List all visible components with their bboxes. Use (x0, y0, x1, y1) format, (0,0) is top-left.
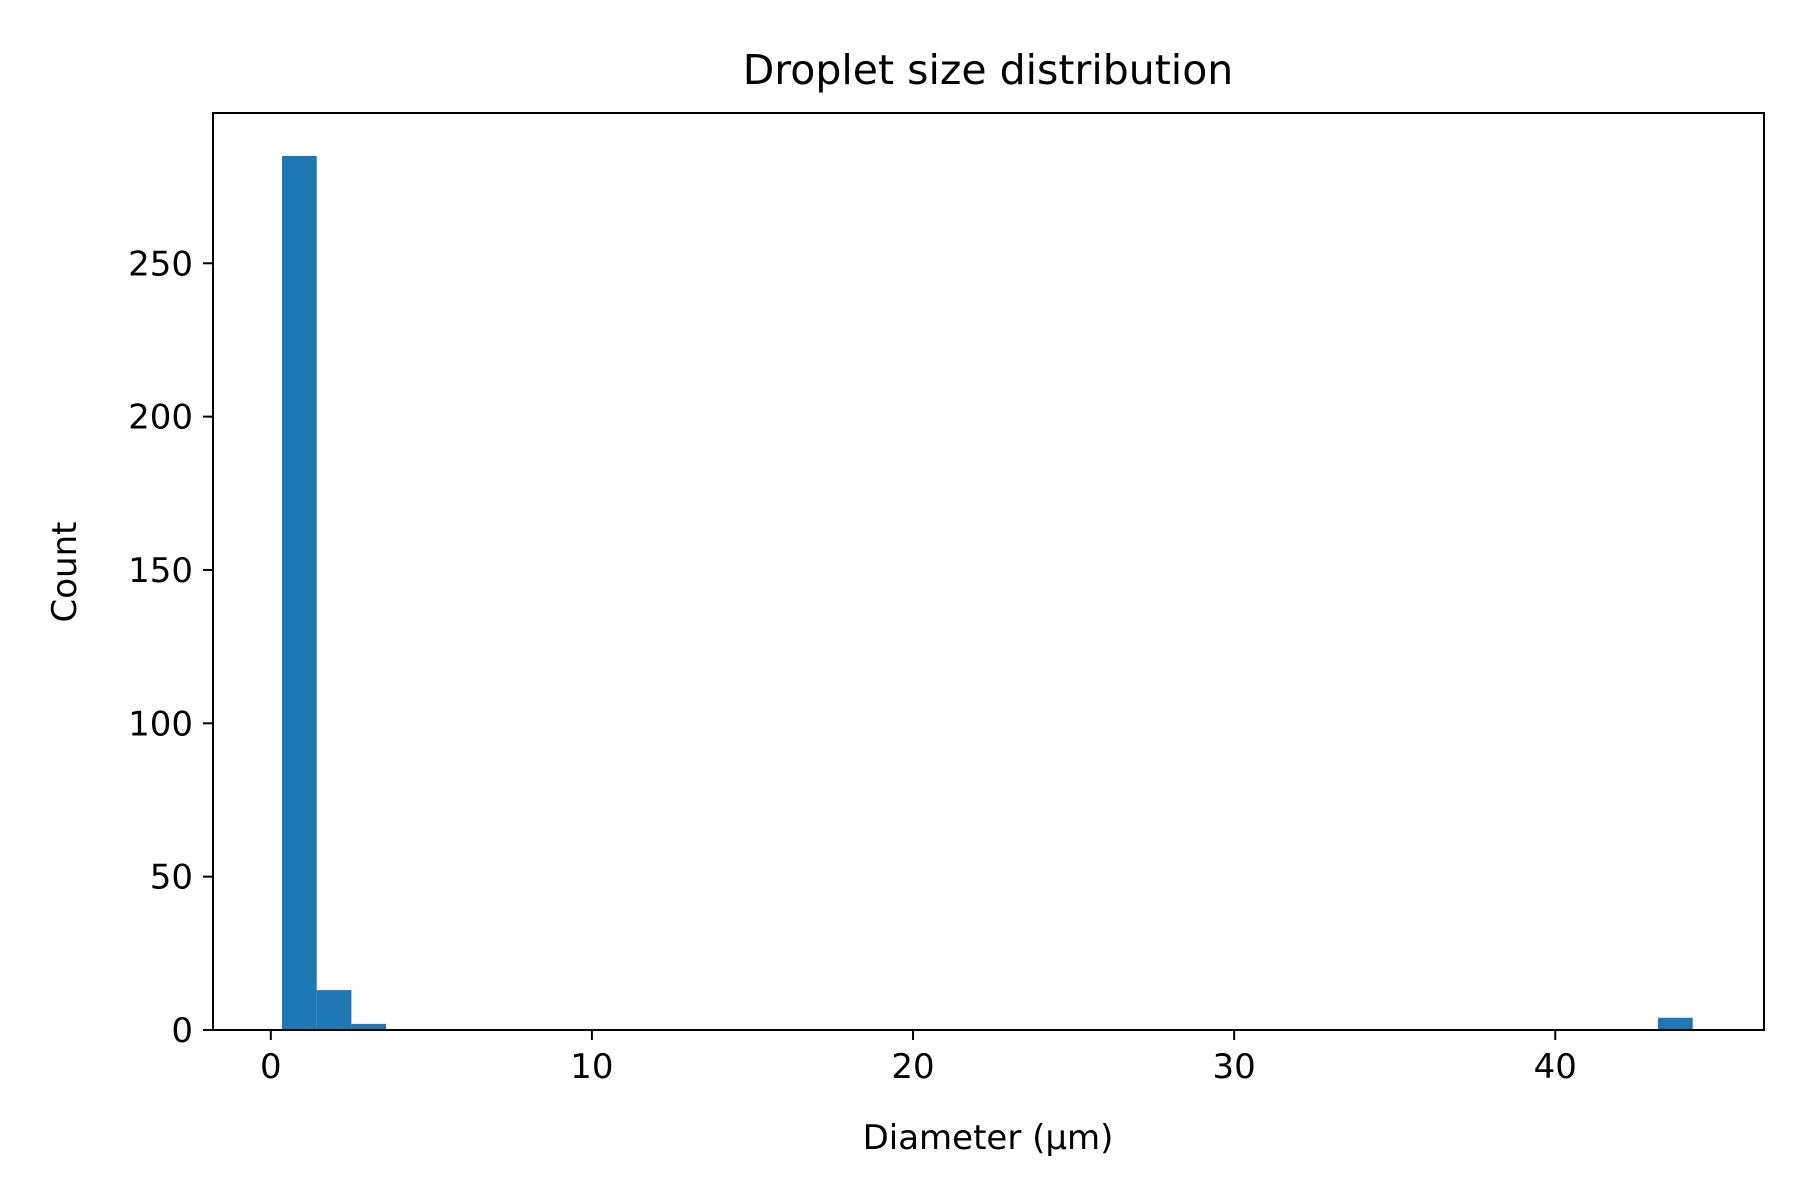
chart-title: Droplet size distribution (743, 46, 1234, 94)
plot-area (212, 112, 1765, 1031)
y-tick-label-0: 0 (171, 1011, 193, 1051)
x-tick-label-3: 30 (1213, 1047, 1256, 1087)
bars-group (282, 155, 1693, 1030)
histogram-bar-2 (351, 1023, 387, 1030)
histogram-bar-1 (316, 990, 352, 1030)
y-tick-label-4: 200 (128, 398, 193, 438)
x-tick-label-4: 40 (1534, 1047, 1577, 1087)
y-tick-label-3: 150 (128, 551, 193, 591)
y-tick-label-2: 100 (128, 704, 193, 744)
y-axis: 0 50 100 150 200 250 (128, 244, 213, 1051)
x-tick-label-0: 0 (260, 1047, 282, 1087)
plot-frame (212, 112, 1765, 1031)
x-axis: 0 10 20 30 40 (260, 1030, 1577, 1087)
x-tick-label-1: 10 (570, 1047, 613, 1087)
plot-background (213, 113, 1764, 1030)
histogram-bar-3 (1658, 1017, 1693, 1030)
x-tick-label-2: 20 (891, 1047, 934, 1087)
histogram-bar-0 (282, 155, 317, 1030)
y-tick-label-1: 50 (150, 858, 193, 898)
y-tick-label-5: 250 (128, 244, 193, 284)
y-axis-label: Count (45, 522, 85, 623)
x-axis-label: Diameter (µm) (863, 1118, 1114, 1158)
